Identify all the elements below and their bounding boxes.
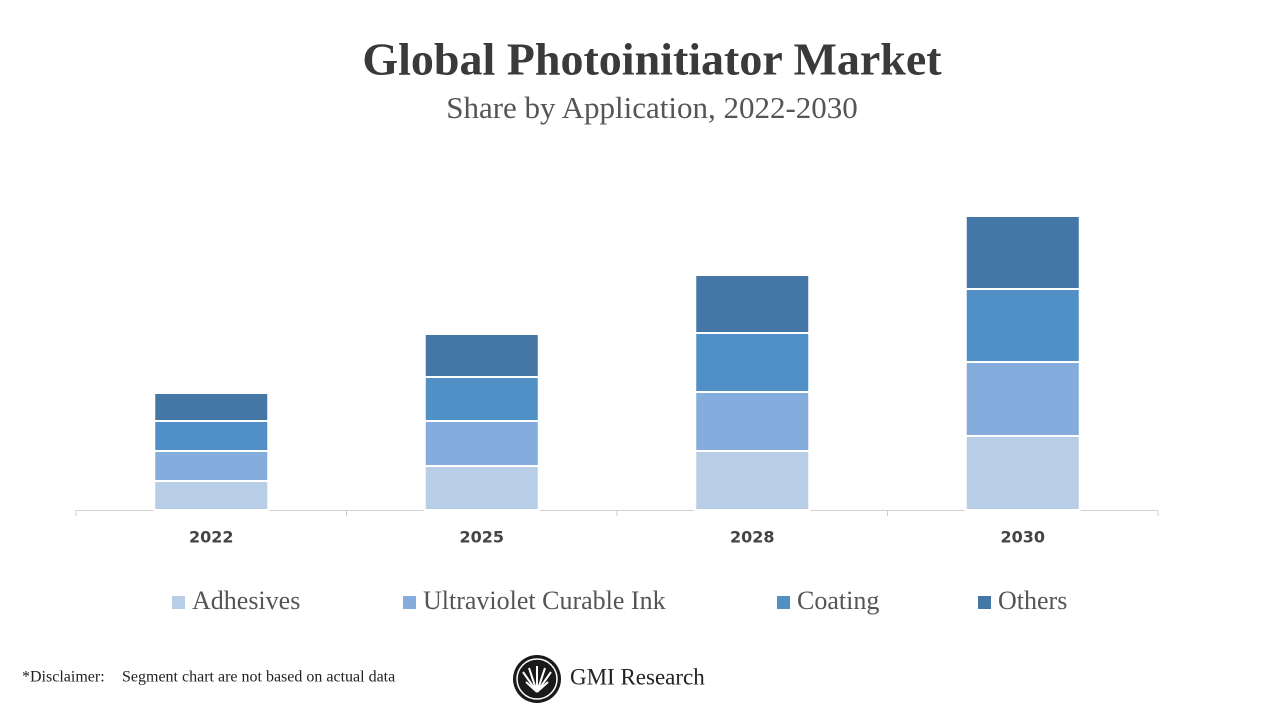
legend-label: Ultraviolet Curable Ink	[423, 586, 666, 615]
bar-segment	[423, 333, 540, 378]
legend-swatch	[777, 596, 790, 609]
legend-label: Others	[998, 586, 1067, 615]
legend-label: Coating	[797, 586, 879, 615]
bar-segment	[423, 420, 540, 467]
x-tick-label: 2025	[459, 528, 504, 547]
chart-subtitle: Share by Application, 2022-2030	[446, 90, 858, 125]
x-tick-label: 2030	[1000, 528, 1045, 547]
bar-segment	[423, 465, 540, 511]
brand-logo	[513, 655, 561, 703]
bar-segment	[694, 274, 811, 334]
bar-segment	[964, 361, 1081, 437]
disclaimer-text: Segment chart are not based on actual da…	[122, 669, 395, 686]
disclaimer-label: *Disclaimer:	[22, 669, 105, 686]
bar-segment	[423, 376, 540, 422]
x-tick-label: 2022	[189, 528, 234, 547]
chart-title: Global Photoinitiator Market	[362, 34, 942, 85]
bar-segment	[153, 420, 270, 452]
bar-segment	[153, 450, 270, 482]
legend-label: Adhesives	[192, 586, 300, 615]
x-tick-label: 2028	[730, 528, 775, 547]
bar-segment	[964, 435, 1081, 511]
legend-swatch	[978, 596, 991, 609]
bar-segment	[694, 332, 811, 393]
bar-segment	[694, 450, 811, 511]
legend-swatch	[172, 596, 185, 609]
bar-segment	[153, 392, 270, 422]
bar-segment	[153, 480, 270, 511]
bar-segment	[694, 391, 811, 452]
bar-segment	[964, 288, 1081, 363]
brand-name: GMI Research	[570, 664, 705, 689]
bar-segment	[964, 215, 1081, 290]
legend-swatch	[403, 596, 416, 609]
